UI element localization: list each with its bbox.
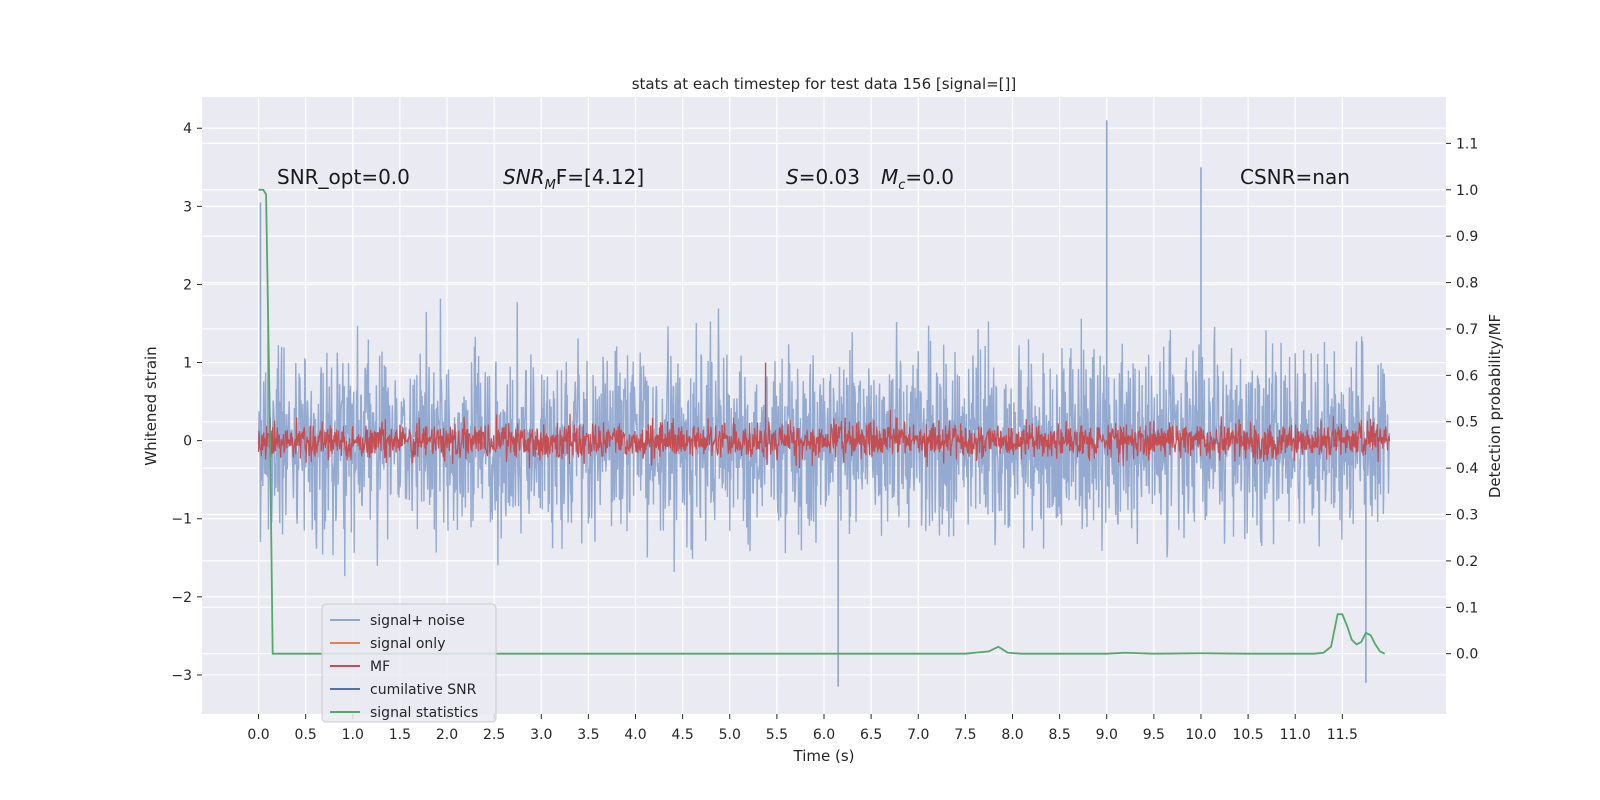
annotation-snr-mf-rest: F=[4.12] [556, 165, 644, 189]
x-tick-label: 1.5 [389, 727, 411, 743]
x-ticks: 0.0 0.5 1.0 1.5 2.0 2.5 3.0 3.5 4.0 4.5 5.0 5.5 6.0 6… [247, 714, 1358, 743]
x-tick-label: 0.0 [247, 727, 269, 743]
annotation-s-main: S [786, 165, 799, 189]
legend-label: signal statistics [370, 705, 478, 721]
x-tick-label: 3.0 [530, 727, 552, 743]
x-tick-label: 5.0 [719, 727, 741, 743]
legend-label: cumilative SNR [370, 682, 477, 698]
y-tick-label: 4 [183, 121, 192, 137]
y-right-tick-label: 1.0 [1456, 183, 1478, 199]
x-tick-label: 11.0 [1280, 727, 1311, 743]
y-tick-label: 2 [183, 277, 192, 293]
y-axis-label: Whitened strain [142, 346, 160, 465]
x-tick-label: 8.0 [1001, 727, 1023, 743]
y-right-tick-label: 0.7 [1456, 322, 1478, 338]
y-right-tick-label: 0.1 [1456, 600, 1478, 616]
annotation-snr-mf-main: SNR [503, 165, 545, 189]
annotation-mc: Mc=0.0 [881, 165, 954, 193]
annotation-snr-opt: SNR_opt=0.0 [277, 165, 410, 189]
x-tick-label: 4.5 [672, 727, 694, 743]
x-tick-label: 0.5 [295, 727, 317, 743]
x-tick-label: 7.0 [907, 727, 929, 743]
annotation-s-rest: =0.03 [799, 165, 860, 189]
y-tick-label: 3 [183, 199, 192, 215]
grid [202, 97, 1446, 714]
y-right-tick-label: 0.0 [1456, 647, 1478, 663]
x-tick-label: 5.5 [766, 727, 788, 743]
x-tick-label: 4.0 [624, 727, 646, 743]
annotation-mc-rest: =0.0 [905, 165, 954, 189]
series-line-mf [257, 409, 1391, 469]
y-ticks-right: 0.0 0.1 0.2 0.3 0.4 0.5 0.6 0.7 0.8 0.9 1.0 1.1 [1446, 136, 1478, 663]
x-tick-label: 9.0 [1096, 727, 1118, 743]
legend-label: signal+ noise [370, 613, 465, 629]
y-right-tick-label: 0.5 [1456, 415, 1478, 431]
x-tick-label: 8.5 [1048, 727, 1070, 743]
x-tick-label: 11.5 [1327, 727, 1358, 743]
y-right-tick-label: 1.1 [1456, 136, 1478, 152]
y-tick-label: −3 [171, 668, 192, 684]
y-tick-label: 1 [183, 356, 192, 372]
y-right-tick-label: 0.3 [1456, 508, 1478, 524]
legend: signal+ noise signal only MF cumilative SNR… [321, 603, 497, 723]
x-tick-label: 6.0 [813, 727, 835, 743]
series-line-signal-noise [257, 298, 1391, 577]
series-layer [257, 120, 1391, 687]
y-ticks: −3 −2 −1 0 1 2 3 4 [171, 121, 202, 684]
x-axis-label: Time (s) [793, 747, 855, 765]
x-tick-label: 3.5 [577, 727, 599, 743]
x-tick-label: 7.5 [954, 727, 976, 743]
x-tick-label: 6.5 [860, 727, 882, 743]
x-tick-label: 2.5 [483, 727, 505, 743]
y-axis-label-right: Detection probability/MF [1486, 314, 1504, 498]
y-right-tick-label: 0.6 [1456, 368, 1478, 384]
annotations: SNR_opt=0.0 SNRMF=[4.12] S=0.03 Mc=0.0 C… [277, 165, 1350, 193]
x-tick-label: 1.0 [342, 727, 364, 743]
annotation-snr-mf: SNRMF=[4.12] [503, 165, 644, 193]
x-tick-label: 2.0 [436, 727, 458, 743]
legend-label: signal only [370, 636, 445, 652]
y-tick-label: −2 [171, 590, 192, 606]
legend-label: MF [370, 659, 390, 675]
chart-title: stats at each timestep for test data 156… [632, 75, 1017, 93]
annotation-mc-sub: c [898, 178, 905, 193]
legend-box [321, 603, 497, 723]
annotation-s: S=0.03 [786, 165, 860, 189]
y-tick-label: −1 [171, 512, 192, 528]
x-tick-label: 10.0 [1185, 727, 1216, 743]
y-right-tick-label: 0.9 [1456, 229, 1478, 245]
x-tick-label: 9.5 [1143, 727, 1165, 743]
annotation-mc-main: M [881, 165, 898, 189]
x-tick-label: 10.5 [1233, 727, 1264, 743]
annotation-csnr: CSNR=nan [1240, 165, 1350, 189]
y-tick-label: 0 [183, 434, 192, 450]
annotation-snr-mf-sub: M [545, 178, 556, 193]
y-right-tick-label: 0.4 [1456, 461, 1478, 477]
y-right-tick-label: 0.2 [1456, 554, 1478, 570]
y-right-tick-label: 0.8 [1456, 276, 1478, 292]
